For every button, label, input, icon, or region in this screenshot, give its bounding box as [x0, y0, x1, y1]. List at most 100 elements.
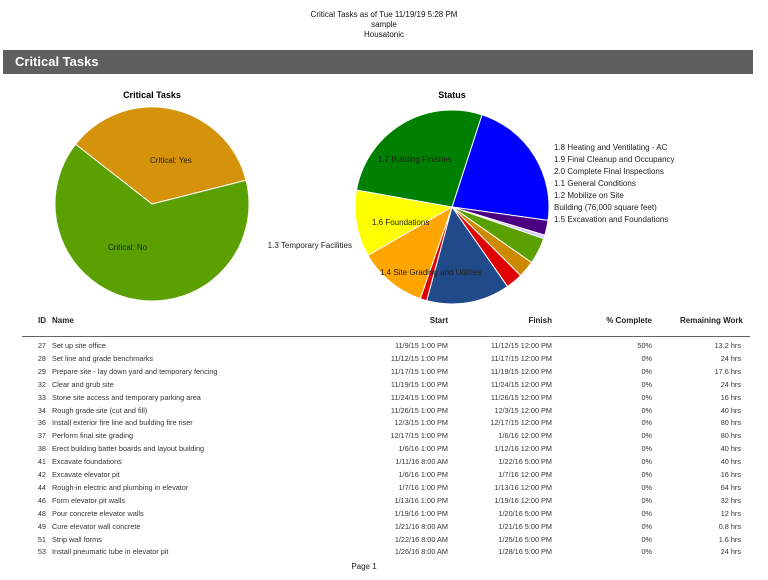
task-finish: 12/3/15 12:00 PM [494, 405, 552, 415]
task-percent-complete: 0% [641, 418, 652, 428]
pie-slice [354, 189, 454, 257]
task-finish: 1/28/16 5:00 PM [498, 547, 552, 557]
task-percent-complete: 0% [641, 405, 652, 415]
task-start: 1/7/16 1:00 PM [398, 482, 449, 492]
task-percent-complete: 0% [641, 470, 652, 479]
task-name: Stone site access and temporary parking … [52, 392, 201, 402]
task-remaining-work: 17.6 hrs [714, 366, 741, 376]
task-percent-complete: 0% [641, 431, 652, 441]
table-row: 34 Rough grade site (cut and fill) 11/26/1… [0, 404, 768, 417]
task-percent-complete: 0% [641, 547, 652, 557]
table-row: 33 Stone site access and temporary parkin… [0, 391, 768, 404]
task-finish: 1/20/16 5:00 PM [498, 508, 552, 518]
section-header: Critical Tasks [3, 50, 753, 74]
task-remaining-work: 16 hrs [720, 392, 741, 402]
task-name: Perform final site grading [52, 431, 134, 441]
task-id: 36 [37, 418, 46, 428]
task-id: 46 [37, 495, 46, 505]
pie-charts: Critical: Yes Critical: No 1.8 Heating and… [54, 106, 675, 305]
task-name: Excavate elevator pit [52, 470, 120, 479]
table-row: 29 Prepare site - lay down yard and tempo… [0, 365, 768, 378]
task-start: 11/17/15 1:00 PM [390, 366, 448, 376]
pie-slice [451, 114, 550, 221]
report-project: Housatonic [363, 30, 405, 39]
task-start: 1/22/16 8:00 AM [394, 534, 448, 544]
slice-label: Critical: No [108, 243, 148, 252]
table-row: 36 Install exterior fire line and buildin… [0, 416, 768, 429]
task-remaining-work: 1.6 hrs [718, 534, 741, 544]
task-finish: 1/25/16 5:00 PM [498, 534, 552, 544]
task-id: 38 [37, 444, 46, 454]
task-percent-complete: 0% [641, 444, 652, 454]
slice-label: 1.9 Final Cleanup and Occupancy [554, 155, 675, 164]
task-percent-complete: 0% [641, 379, 652, 389]
table-row: 51 Strip wall forms 1/22/16 8:00 AM 1/25/16… [0, 533, 768, 546]
report-subtitle: sample [371, 20, 397, 29]
task-remaining-work: 80 hrs [720, 418, 741, 428]
task-remaining-work: 0.8 hrs [718, 521, 741, 531]
task-percent-complete: 0% [641, 457, 652, 467]
pie-slice [54, 143, 250, 302]
task-percent-complete: 50% [637, 341, 652, 350]
task-percent-complete: 0% [641, 521, 652, 531]
task-remaining-work: 64 hrs [720, 482, 741, 492]
task-finish: 11/24/15 12:00 PM [490, 379, 552, 389]
col-header-id: ID [38, 316, 46, 325]
task-name: Set up site office [52, 341, 106, 350]
pie-slice [74, 106, 247, 205]
task-start: 1/6/16 1:00 PM [398, 470, 449, 479]
task-start: 1/21/16 8:00 AM [394, 521, 448, 531]
table-row: 46 Form elevator pit walls 1/13/16 1:00 PM… [0, 494, 768, 507]
table-row: 44 Rough-in electric and plumbing in elev… [0, 481, 768, 494]
task-start: 11/9/15 1:00 PM [394, 341, 448, 350]
task-remaining-work: 40 hrs [720, 457, 741, 467]
task-remaining-work: 12 hrs [720, 508, 741, 518]
slice-label: 1.3 Temporary Facilities [268, 241, 352, 250]
task-start: 12/17/15 1:00 PM [390, 431, 448, 441]
task-finish: 11/12/15 12:00 PM [490, 341, 552, 350]
table-row: 53 Install pneumatic tube in elevator pit… [0, 545, 768, 558]
task-name: Rough grade site (cut and fill) [52, 405, 148, 415]
task-start: 1/26/16 8:00 AM [394, 547, 448, 557]
task-id: 42 [37, 470, 46, 479]
task-finish: 1/7/16 12:00 PM [498, 470, 552, 479]
task-id: 32 [37, 379, 46, 389]
task-id: 41 [37, 457, 46, 467]
task-name: Excavate foundations [52, 457, 122, 467]
slice-label: 1.8 Heating and Ventilating - AC [554, 143, 668, 152]
task-start: 11/12/15 1:00 PM [390, 353, 448, 363]
task-name: Cure elevator wall concrete [52, 521, 141, 531]
task-start: 1/6/16 1:00 PM [398, 444, 449, 454]
task-remaining-work: 24 hrs [720, 353, 741, 363]
task-id: 28 [37, 353, 46, 363]
task-id: 29 [37, 366, 46, 376]
pie-slice [367, 205, 453, 300]
task-start: 12/3/15 1:00 PM [394, 418, 448, 428]
task-name: Install pneumatic tube in elevator pit [52, 547, 169, 557]
table-row: 42 Excavate elevator pit 1/6/16 1:00 PM 1/7… [0, 468, 768, 481]
task-remaining-work: 80 hrs [720, 431, 741, 441]
task-start: 1/19/16 1:00 PM [394, 508, 448, 518]
task-percent-complete: 0% [641, 495, 652, 505]
slice-label: 1.2 Mobilize on Site [554, 191, 624, 200]
task-id: 34 [37, 405, 46, 415]
section-title: Critical Tasks [15, 54, 99, 69]
task-finish: 1/6/16 12:00 PM [498, 431, 552, 441]
task-percent-complete: 0% [641, 534, 652, 544]
page-number: Page 1 [351, 562, 377, 571]
task-start: 11/19/15 1:00 PM [390, 379, 448, 389]
task-percent-complete: 0% [641, 482, 652, 492]
table-row: 37 Perform final site grading 12/17/15 1:0… [0, 429, 768, 442]
task-remaining-work: 40 hrs [720, 444, 741, 454]
col-header-finish: Finish [528, 316, 552, 325]
task-id: 44 [37, 482, 46, 492]
task-id: 27 [37, 341, 46, 350]
col-header-remaining: Remaining Work [680, 316, 743, 325]
task-start: 11/26/15 1:00 PM [390, 405, 448, 415]
task-remaining-work: 13.2 hrs [714, 341, 741, 350]
task-finish: 1/19/16 12:00 PM [494, 495, 552, 505]
table-row: 38 Erect building batter boards and layou… [0, 442, 768, 455]
table-row: 27 Set up site office 11/9/15 1:00 PM 11/12… [0, 339, 768, 352]
task-start: 1/13/16 1:00 PM [394, 495, 448, 505]
